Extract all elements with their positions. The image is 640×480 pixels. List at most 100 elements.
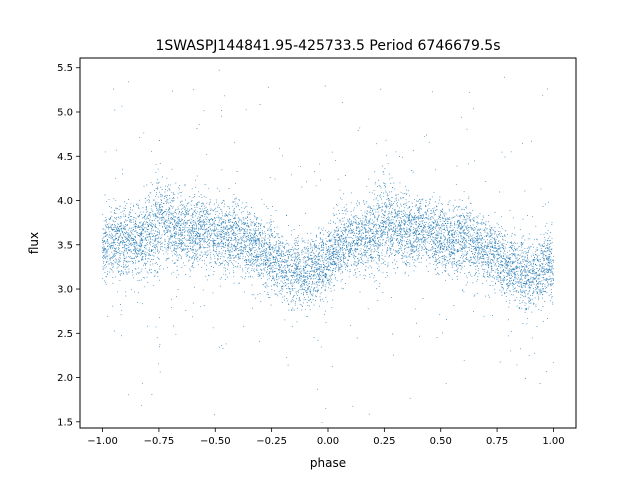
data-point <box>524 304 526 306</box>
data-point <box>133 277 134 279</box>
data-point <box>477 265 479 267</box>
data-point <box>179 214 181 216</box>
data-point <box>250 250 252 252</box>
data-point <box>182 211 183 212</box>
data-point <box>149 234 151 236</box>
data-point <box>217 246 219 248</box>
data-point <box>370 259 372 261</box>
data-point <box>399 197 401 199</box>
data-point <box>533 291 535 293</box>
data-point <box>221 252 223 254</box>
data-point <box>157 209 159 211</box>
data-point <box>252 259 254 261</box>
data-point <box>197 233 199 234</box>
data-point <box>414 240 415 242</box>
data-point <box>359 274 361 276</box>
data-point <box>126 241 127 242</box>
data-point <box>176 265 178 267</box>
data-point <box>151 259 153 260</box>
data-point <box>362 227 364 229</box>
data-point <box>396 214 398 216</box>
data-point <box>391 203 392 205</box>
data-point <box>124 244 126 246</box>
data-point <box>418 215 420 217</box>
data-point <box>129 249 131 251</box>
data-point <box>278 240 280 242</box>
data-point <box>291 285 293 287</box>
data-point <box>120 241 122 243</box>
data-point <box>226 211 228 213</box>
data-point <box>200 233 202 235</box>
data-point <box>237 250 239 251</box>
data-point <box>201 224 203 226</box>
data-point <box>163 220 165 222</box>
data-point <box>424 239 426 241</box>
data-point <box>166 201 168 203</box>
data-point <box>135 241 137 243</box>
data-point <box>190 245 192 247</box>
data-point <box>201 267 203 269</box>
data-point <box>323 244 325 246</box>
data-point <box>378 207 380 209</box>
data-point <box>313 241 315 242</box>
data-point <box>145 237 147 238</box>
data-point <box>115 149 117 151</box>
data-point <box>320 300 322 302</box>
data-point <box>200 240 202 242</box>
data-point <box>143 244 145 246</box>
data-point <box>157 230 158 232</box>
data-point <box>449 243 451 245</box>
data-point <box>159 251 160 253</box>
data-point <box>395 195 397 197</box>
data-point <box>336 258 338 260</box>
data-point <box>497 261 499 262</box>
data-point <box>229 255 231 257</box>
data-point <box>382 292 384 294</box>
data-point <box>124 224 126 226</box>
data-point <box>158 230 160 232</box>
data-point <box>349 252 351 254</box>
data-point <box>443 244 445 245</box>
data-point <box>111 269 113 271</box>
data-point <box>194 215 196 217</box>
data-point <box>445 217 446 219</box>
data-point <box>284 299 286 301</box>
data-point <box>189 238 191 239</box>
data-point <box>328 258 330 260</box>
data-point <box>123 225 125 227</box>
data-point <box>438 234 440 236</box>
data-point <box>149 200 150 202</box>
data-point <box>204 184 206 185</box>
data-point <box>525 276 527 278</box>
data-point <box>400 233 402 235</box>
data-point <box>540 283 542 285</box>
data-point <box>332 248 334 249</box>
data-point <box>236 206 238 208</box>
data-point <box>400 239 402 241</box>
data-point <box>501 255 503 257</box>
data-point <box>494 250 495 252</box>
data-point <box>548 249 550 251</box>
data-point <box>128 199 130 200</box>
data-point <box>481 242 483 244</box>
data-point <box>270 248 272 250</box>
data-point <box>512 250 514 252</box>
data-point <box>235 197 237 199</box>
data-point <box>517 262 519 264</box>
data-point <box>195 236 197 238</box>
data-point <box>258 248 260 250</box>
data-point <box>300 165 301 167</box>
data-point <box>128 213 130 215</box>
data-point <box>421 245 423 247</box>
data-point <box>345 228 347 230</box>
data-point <box>206 229 208 230</box>
data-point <box>326 240 328 242</box>
data-point <box>143 239 145 241</box>
data-point <box>390 253 392 255</box>
data-point <box>325 266 327 268</box>
data-point <box>329 259 331 261</box>
data-point <box>448 245 450 247</box>
data-point <box>377 203 379 205</box>
data-point <box>319 163 320 165</box>
data-point <box>321 241 323 243</box>
